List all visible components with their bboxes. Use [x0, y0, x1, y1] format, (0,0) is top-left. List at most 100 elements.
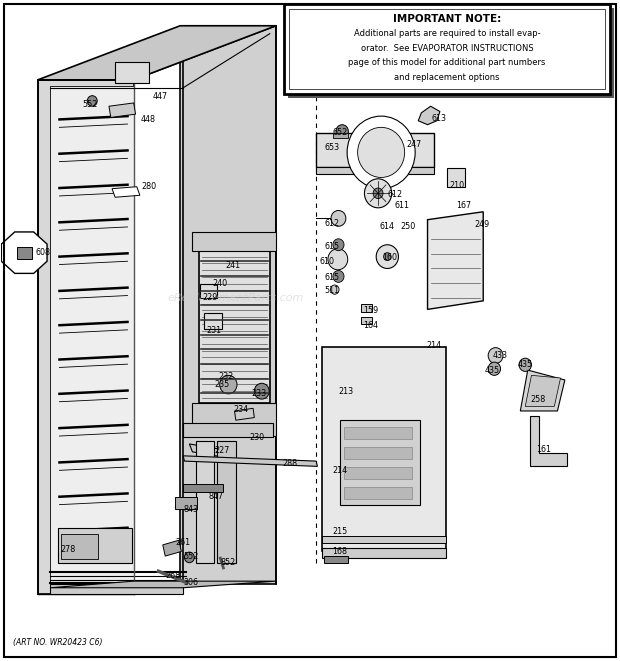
- Text: 235: 235: [215, 380, 230, 389]
- Text: 611: 611: [394, 201, 409, 210]
- Text: eReplacementParts.com: eReplacementParts.com: [167, 293, 304, 303]
- Text: 232: 232: [219, 372, 234, 381]
- Circle shape: [519, 358, 531, 371]
- Text: 160: 160: [382, 253, 397, 262]
- Text: 612: 612: [388, 190, 403, 199]
- Bar: [322, 536, 446, 543]
- Bar: [344, 428, 412, 440]
- Bar: [203, 313, 222, 329]
- Text: and replacement options: and replacement options: [394, 73, 500, 81]
- Bar: [284, 4, 610, 95]
- Circle shape: [219, 375, 237, 394]
- Bar: [200, 284, 217, 297]
- Text: 167: 167: [456, 201, 471, 210]
- Text: 230: 230: [250, 433, 265, 442]
- Text: 213: 213: [339, 387, 353, 396]
- Circle shape: [333, 270, 344, 282]
- Bar: [344, 467, 412, 479]
- Bar: [288, 8, 614, 98]
- Text: 215: 215: [332, 527, 347, 536]
- Polygon shape: [525, 375, 560, 407]
- Text: 433: 433: [493, 351, 508, 360]
- Circle shape: [376, 245, 399, 268]
- Text: 843: 843: [184, 506, 199, 514]
- Text: 234: 234: [233, 405, 248, 414]
- Circle shape: [184, 552, 194, 563]
- Circle shape: [488, 348, 503, 364]
- Polygon shape: [50, 581, 276, 588]
- Text: IMPORTANT NOTE:: IMPORTANT NOTE:: [393, 14, 501, 24]
- Text: 164: 164: [363, 321, 378, 330]
- Bar: [192, 403, 276, 436]
- Text: 168: 168: [332, 547, 347, 556]
- Polygon shape: [109, 103, 136, 118]
- Bar: [340, 420, 420, 505]
- Circle shape: [87, 96, 97, 106]
- Bar: [322, 548, 446, 558]
- Text: 435: 435: [518, 360, 533, 369]
- Text: 552: 552: [184, 551, 199, 561]
- Text: 306: 306: [184, 578, 199, 587]
- Circle shape: [384, 253, 391, 260]
- Bar: [324, 556, 348, 563]
- Text: 240: 240: [213, 278, 228, 288]
- Polygon shape: [316, 167, 434, 174]
- Bar: [289, 9, 605, 89]
- Text: 214: 214: [426, 340, 441, 350]
- Text: 847: 847: [208, 492, 224, 501]
- Text: Additional parts are required to install evap-: Additional parts are required to install…: [353, 29, 541, 38]
- Bar: [361, 317, 372, 324]
- Text: 278: 278: [60, 545, 75, 554]
- Circle shape: [373, 188, 383, 198]
- Bar: [333, 133, 348, 138]
- Polygon shape: [428, 212, 483, 309]
- Bar: [61, 533, 99, 559]
- Text: 552: 552: [82, 100, 98, 110]
- Circle shape: [347, 116, 415, 188]
- Bar: [183, 423, 273, 438]
- Polygon shape: [1, 232, 47, 274]
- Text: 214: 214: [332, 466, 347, 475]
- Text: 852: 852: [221, 558, 236, 567]
- Circle shape: [331, 210, 346, 226]
- Bar: [217, 441, 236, 563]
- Polygon shape: [50, 584, 183, 594]
- Circle shape: [328, 249, 348, 270]
- Polygon shape: [112, 186, 140, 197]
- Text: 448: 448: [140, 115, 156, 124]
- Text: 210: 210: [450, 181, 465, 190]
- Text: page of this model for additional part numbers: page of this model for additional part n…: [348, 58, 546, 67]
- Text: 435: 435: [485, 366, 500, 375]
- Polygon shape: [234, 408, 254, 420]
- Circle shape: [358, 128, 405, 177]
- Circle shape: [333, 239, 344, 251]
- Bar: [198, 251, 270, 403]
- Polygon shape: [529, 416, 567, 466]
- Polygon shape: [418, 106, 440, 125]
- Bar: [58, 528, 132, 563]
- Text: 249: 249: [474, 221, 490, 229]
- Text: orator.  See EVAPORATOR INSTRUCTIONS: orator. See EVAPORATOR INSTRUCTIONS: [361, 44, 533, 53]
- Polygon shape: [50, 87, 134, 584]
- Text: 447: 447: [153, 92, 168, 101]
- Text: 258: 258: [530, 395, 545, 405]
- Polygon shape: [520, 370, 565, 411]
- Bar: [361, 304, 372, 312]
- Text: 261: 261: [175, 539, 191, 547]
- Bar: [192, 231, 276, 251]
- Polygon shape: [38, 80, 134, 594]
- Polygon shape: [163, 540, 181, 556]
- Text: 161: 161: [536, 445, 551, 453]
- Text: 231: 231: [206, 326, 222, 335]
- Bar: [183, 485, 223, 492]
- Text: 233: 233: [252, 389, 267, 398]
- Text: 241: 241: [225, 261, 240, 270]
- Text: 614: 614: [380, 222, 395, 231]
- Text: 608: 608: [35, 248, 50, 257]
- Bar: [322, 347, 446, 551]
- Circle shape: [254, 383, 269, 399]
- Polygon shape: [189, 444, 223, 457]
- Text: 612: 612: [324, 219, 339, 228]
- Text: 615: 615: [324, 241, 339, 251]
- Circle shape: [336, 125, 348, 138]
